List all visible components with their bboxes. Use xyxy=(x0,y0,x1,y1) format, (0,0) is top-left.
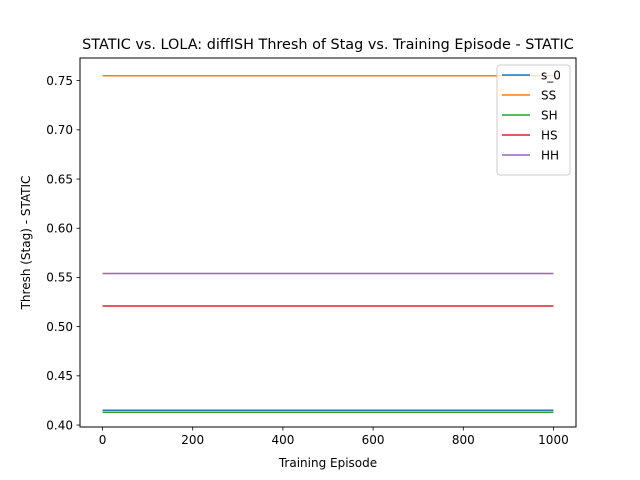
y-tick-label: 0.75 xyxy=(46,74,73,88)
y-tick-label: 0.60 xyxy=(46,222,73,236)
y-tick-label: 0.70 xyxy=(46,123,73,137)
y-tick-label: 0.40 xyxy=(46,418,73,432)
x-tick-label: 0 xyxy=(99,433,107,447)
legend-label-hh: HH xyxy=(541,148,559,162)
x-tick-label: 200 xyxy=(181,433,204,447)
y-tick-label: 0.65 xyxy=(46,172,73,186)
x-tick-label: 600 xyxy=(362,433,385,447)
series-layer xyxy=(102,74,554,413)
y-axis: 0.40 0.45 0.50 0.55 0.60 0.65 0.70 0.75 xyxy=(46,74,80,432)
chart-title: STATIC vs. LOLA: diffISH Thresh of Stag … xyxy=(82,37,574,53)
y-tick-label: 0.50 xyxy=(46,320,73,334)
legend-label-hs: HS xyxy=(541,128,558,142)
x-tick-label: 800 xyxy=(452,433,475,447)
legend-label-sh: SH xyxy=(541,108,558,122)
legend: s_0 SS SH HS HH xyxy=(496,64,571,176)
plot-frame xyxy=(79,57,577,428)
x-axis-title: Training Episode xyxy=(278,456,377,470)
x-tick-label: 400 xyxy=(271,433,294,447)
legend-label-ss: SS xyxy=(541,88,556,102)
legend-box xyxy=(496,64,571,176)
legend-label-s_0: s_0 xyxy=(541,68,561,82)
y-tick-label: 0.55 xyxy=(46,271,73,285)
y-axis-title: Thresh (Stag) - STATIC xyxy=(19,176,33,311)
x-axis: 0 200 400 600 800 1000 xyxy=(99,427,569,447)
y-tick-label: 0.45 xyxy=(46,369,73,383)
x-tick-label: 1000 xyxy=(538,433,569,447)
